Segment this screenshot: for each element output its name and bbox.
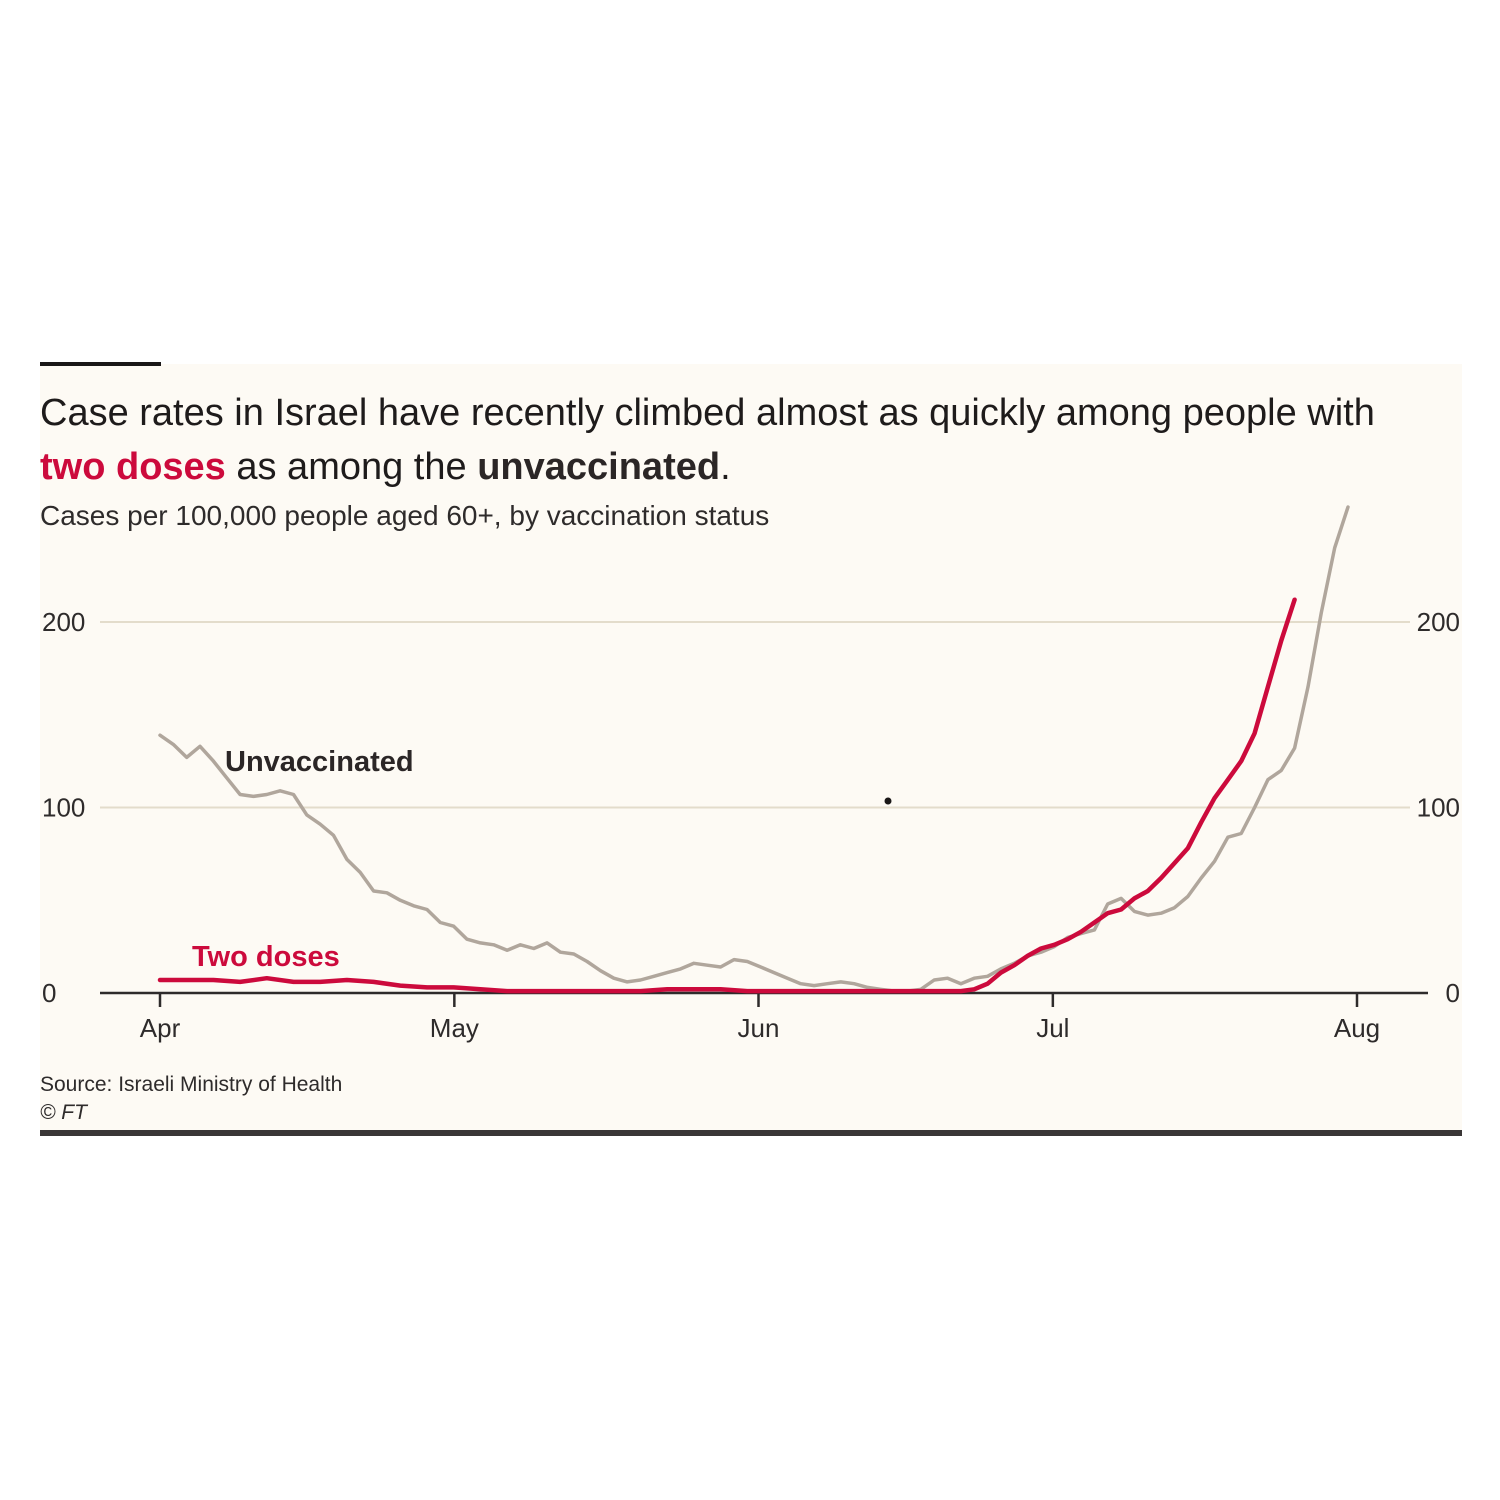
headline-part1: Case rates in Israel have recently climb… <box>40 392 1375 434</box>
x-tick-label-apr: Apr <box>140 1013 181 1043</box>
bottom-rule <box>40 1130 1462 1136</box>
y-tick-right-200: 200 <box>1417 607 1460 637</box>
chart-panel <box>40 364 1462 1134</box>
stray-dot <box>884 797 892 805</box>
y-tick-left-200: 200 <box>42 607 85 637</box>
headline-part3: . <box>720 446 731 488</box>
y-tick-left-0: 0 <box>42 978 56 1008</box>
series-label-unvaccinated: Unvaccinated <box>225 746 414 778</box>
source-note: Source: Israeli Ministry of Health <box>40 1073 343 1096</box>
x-tick-label-jun: Jun <box>738 1013 780 1043</box>
series-line-two-doses <box>157 597 1297 994</box>
x-tick-label-aug: Aug <box>1334 1013 1380 1043</box>
chart-subtitle: Cases per 100,000 people aged 60+, by va… <box>40 500 770 531</box>
headline-unvaccinated: unvaccinated <box>477 446 721 488</box>
x-tick-label-jul: Jul <box>1036 1013 1069 1043</box>
series-label-two-doses: Two doses <box>192 941 340 973</box>
y-tick-right-100: 100 <box>1417 793 1460 823</box>
y-tick-left-100: 100 <box>42 793 85 823</box>
headline-two-doses: two doses <box>40 446 226 488</box>
copyright-note: © FT <box>40 1101 87 1124</box>
y-tick-right-0: 0 <box>1446 978 1460 1008</box>
series-line-unvaccinated <box>158 505 1350 993</box>
headline-part2: as among the <box>225 446 478 488</box>
top-rule <box>40 362 161 366</box>
x-tick-label-may: May <box>430 1013 479 1043</box>
headline: Case rates in Israel have recently climb… <box>40 386 1440 494</box>
